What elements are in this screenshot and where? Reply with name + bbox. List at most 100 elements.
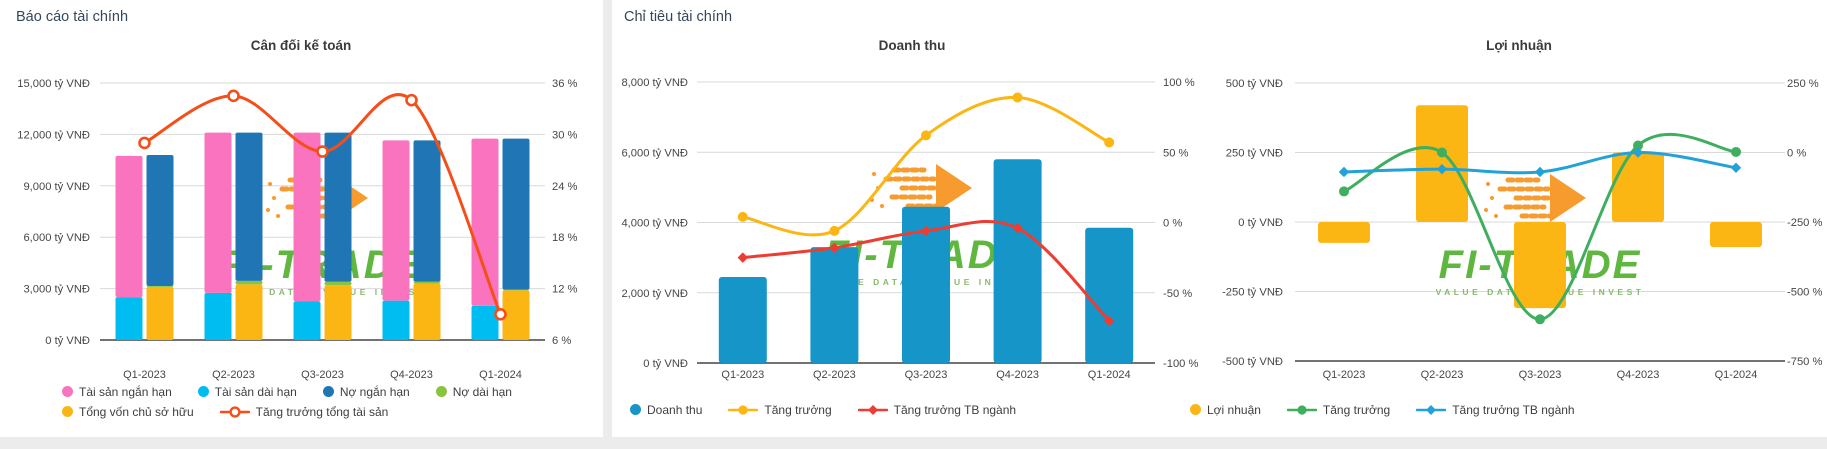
bar-segment[interactable]: [382, 300, 410, 340]
data-point-marker[interactable]: [1338, 166, 1350, 178]
bar-segment[interactable]: [502, 138, 530, 290]
legend-item[interactable]: Tài sản ngắn hạn: [62, 384, 172, 399]
data-point-marker[interactable]: [1731, 146, 1741, 157]
data-point-marker[interactable]: [227, 89, 240, 103]
bar-segment[interactable]: [204, 292, 232, 340]
bar-segment[interactable]: [413, 140, 441, 282]
legend-item[interactable]: Lợi nhuận: [1190, 402, 1261, 417]
bar[interactable]: [902, 206, 950, 363]
legend-dot-marker: [630, 404, 641, 415]
data-point-marker[interactable]: [138, 136, 151, 150]
bar-segment[interactable]: [502, 289, 530, 291]
bar-segment[interactable]: [146, 286, 174, 287]
data-point-marker[interactable]: [737, 211, 748, 222]
data-point-marker[interactable]: [1012, 92, 1023, 103]
bar[interactable]: [1318, 222, 1370, 243]
legend-item[interactable]: Tổng vốn chủ sở hữu: [62, 404, 194, 419]
financial-report-panel: Báo cáo tài chính 15,000 tỷ VNĐ 36 % 12,00…: [0, 0, 603, 437]
bar-segment[interactable]: [324, 285, 352, 340]
legend-item[interactable]: Doanh thu: [630, 402, 702, 417]
legend-label: Nợ ngắn hạn: [339, 384, 410, 399]
bar-segment[interactable]: [502, 290, 530, 340]
y-axis-right-label: 100 %: [1163, 77, 1195, 89]
data-point-marker[interactable]: [921, 130, 931, 141]
data-point-marker[interactable]: [1730, 162, 1742, 173]
bar-segment[interactable]: [235, 280, 263, 285]
legend-label: Lợi nhuận: [1207, 402, 1261, 417]
watermark-arrow-head: [1550, 174, 1586, 222]
y-axis-left-label: 3,000 tỷ VNĐ: [23, 284, 90, 296]
bar-segment[interactable]: [324, 132, 352, 282]
data-point-marker[interactable]: [494, 307, 507, 321]
bar[interactable]: [1416, 105, 1468, 222]
y-axis-right-label: -500 %: [1787, 287, 1822, 299]
data-point-marker[interactable]: [405, 93, 418, 107]
bar[interactable]: [810, 247, 859, 363]
data-point-marker[interactable]: [1535, 314, 1545, 325]
legend-item[interactable]: Tài sản dài hạn: [197, 384, 297, 399]
legend-item[interactable]: Nợ ngắn hạn: [322, 384, 410, 399]
y-axis-left-label: 0 tỷ VNĐ: [1238, 217, 1283, 229]
legend-circle: [738, 404, 748, 415]
data-point-marker[interactable]: [1012, 222, 1023, 234]
bar[interactable]: [1085, 227, 1134, 363]
watermark-arrow-head: [936, 164, 972, 212]
bar-segment[interactable]: [146, 286, 174, 340]
bar[interactable]: [1710, 222, 1762, 248]
legend-item[interactable]: Tăng trưởng TB ngành: [857, 402, 1016, 417]
legend-label: Tăng trưởng: [764, 402, 832, 417]
data-point-marker[interactable]: [1633, 140, 1643, 151]
legend-dot-marker: [435, 386, 447, 397]
legend-circle-open: [229, 405, 241, 418]
x-axis-label: Q1-2023: [123, 369, 166, 381]
bar-segment[interactable]: [413, 281, 441, 284]
data-point-marker[interactable]: [1104, 137, 1115, 148]
watermark-arrow-dot: [266, 208, 270, 212]
y-axis-right-label: 24 %: [552, 181, 578, 193]
x-axis-label: Q3-2023: [1519, 369, 1562, 381]
data-point-marker[interactable]: [1632, 147, 1644, 158]
bar-segment[interactable]: [471, 305, 499, 340]
y-axis-right-label: 0 %: [1163, 218, 1182, 230]
data-point-marker[interactable]: [829, 225, 840, 236]
bar-segment[interactable]: [235, 284, 263, 340]
bar-segment[interactable]: [382, 140, 410, 301]
bar-segment[interactable]: [115, 297, 143, 340]
legend-line-marker: [857, 404, 888, 415]
bar-segment[interactable]: [471, 138, 499, 306]
data-point-marker[interactable]: [737, 252, 748, 263]
data-point-marker[interactable]: [1436, 163, 1448, 175]
bar-segment[interactable]: [146, 154, 174, 287]
bar-segment[interactable]: [115, 155, 143, 298]
data-point-marker[interactable]: [316, 145, 329, 158]
legend-item[interactable]: Tăng trưởng: [1286, 402, 1391, 417]
legend-label: Doanh thu: [647, 402, 703, 417]
legend-item[interactable]: Tăng trưởng: [728, 402, 832, 417]
data-point-marker[interactable]: [1437, 147, 1447, 158]
legend-item[interactable]: Nợ dài hạn: [435, 384, 512, 399]
y-axis-left-label: -250 tỷ VNĐ: [1222, 287, 1283, 299]
line-series[interactable]: [143, 93, 502, 316]
bar-segment[interactable]: [413, 283, 441, 340]
y-axis-left-label: 8,000 tỷ VNĐ: [621, 77, 688, 89]
legend-label: Tăng trưởng: [1322, 402, 1391, 417]
bar-segment[interactable]: [324, 281, 352, 286]
bar-segment[interactable]: [293, 132, 321, 302]
x-axis-label: Q2-2023: [1421, 369, 1464, 381]
bar[interactable]: [993, 159, 1042, 363]
x-axis-label: Q3-2023: [301, 369, 344, 381]
y-axis-right-label: 36 %: [552, 78, 578, 90]
bar-segment[interactable]: [293, 301, 321, 340]
y-axis-left-label: 9,000 tỷ VNĐ: [23, 181, 90, 193]
data-point-marker[interactable]: [1534, 166, 1546, 178]
data-point-marker[interactable]: [920, 225, 932, 237]
data-point-marker[interactable]: [1339, 186, 1349, 197]
x-axis-label: Q3-2023: [905, 369, 948, 381]
bar[interactable]: [1612, 152, 1664, 223]
bar[interactable]: [718, 276, 767, 363]
bar-segment[interactable]: [235, 132, 263, 281]
legend-item[interactable]: Tăng trưởng tổng tài sản: [219, 404, 388, 419]
bar-segment[interactable]: [204, 132, 232, 293]
bar[interactable]: [1514, 222, 1566, 309]
legend-item[interactable]: Tăng trưởng TB ngành: [1416, 402, 1575, 417]
